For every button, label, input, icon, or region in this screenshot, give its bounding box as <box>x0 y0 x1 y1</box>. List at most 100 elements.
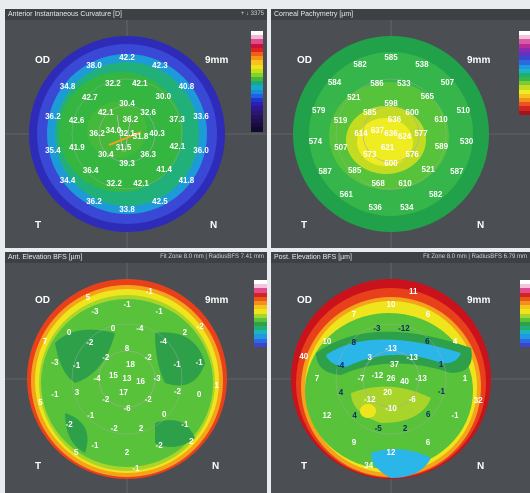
map-value: 636 <box>384 129 398 138</box>
map-value: 587 <box>318 167 332 176</box>
map-value: 519 <box>333 116 348 126</box>
map-value: 600 <box>384 159 398 168</box>
map-value: -1 <box>132 463 140 473</box>
nasal-label: N <box>212 461 220 472</box>
map-value: -2 <box>110 424 118 434</box>
map-value: 584 <box>327 78 342 88</box>
map-value: 10 <box>322 337 332 346</box>
map-value: 5 <box>85 292 91 302</box>
map-value: 42.1 <box>132 78 148 88</box>
map-value: 2 <box>402 424 408 434</box>
map-value: 4 <box>452 337 458 346</box>
map-value: 12 <box>322 411 332 420</box>
map-value: 36.4 <box>82 166 99 176</box>
map-value: -4 <box>159 336 167 346</box>
size-label: 9mm <box>467 295 491 306</box>
map-value: -7 <box>357 374 365 383</box>
panel-info: + ↓ 3375 <box>240 11 264 17</box>
map-value: 585 <box>363 107 377 117</box>
map-value: 36.2 <box>89 129 105 138</box>
eye-label: OD <box>297 55 312 66</box>
map-value: -1 <box>437 386 445 396</box>
map-value: 36.2 <box>45 112 61 122</box>
color-scale <box>251 31 263 132</box>
map-value: 9 <box>351 438 357 448</box>
map-value: 589 <box>434 141 449 151</box>
panel-title: Corneal Pachymetry [µm] <box>271 9 530 20</box>
map-value: 4 <box>338 388 344 398</box>
anterior-elevation-map <box>5 263 267 493</box>
nasal-label: N <box>210 220 218 231</box>
map-value: -1 <box>181 420 189 430</box>
color-scale <box>519 31 530 115</box>
pachymetry-map <box>271 20 530 248</box>
map-value: 600 <box>405 107 419 117</box>
nasal-label: N <box>477 220 485 231</box>
map-value: -2 <box>173 386 181 396</box>
panel-anterior-curvature[interactable]: Anterior Instantaneous Curvature [D] + ↓… <box>5 9 267 248</box>
map-value: 5 <box>74 448 79 458</box>
map-value: 6 <box>425 410 431 420</box>
map-value: 4 <box>352 411 357 421</box>
map-value: 15 <box>108 370 118 380</box>
map-value: 7 <box>314 374 320 383</box>
temporal-label: T <box>301 220 308 231</box>
map-value: 621 <box>380 142 395 152</box>
map-value: -6 <box>123 404 131 413</box>
panel-title: Post. Elevation BFS [µm] <box>271 252 530 263</box>
map-value: 13 <box>122 374 132 383</box>
map-value: 574 <box>308 136 323 146</box>
map-value: 8 <box>351 337 357 347</box>
map-value: 573 <box>363 150 377 160</box>
map-value: 42.6 <box>68 116 85 126</box>
map-value: 11 <box>409 286 418 296</box>
map-value: -1 <box>155 307 163 317</box>
map-value: -4 <box>136 323 144 333</box>
map-value: 568 <box>371 179 385 189</box>
map-value: 521 <box>347 92 361 102</box>
map-value: 538 <box>415 59 429 69</box>
map-value: -4 <box>93 374 101 383</box>
map-value: -1 <box>451 411 459 420</box>
map-value: 6 <box>425 336 430 346</box>
map-value: -2 <box>144 352 152 362</box>
map-value: 32 <box>473 396 483 406</box>
map-value: 33.8 <box>119 205 135 214</box>
map-value: -12 <box>364 395 376 405</box>
map-value: -3 <box>91 307 99 317</box>
map-value: 1 <box>438 359 444 369</box>
map-value: 582 <box>353 59 367 69</box>
map-value: 3 <box>367 352 372 362</box>
eye-label: OD <box>35 55 50 66</box>
eye-label: OD <box>297 295 312 306</box>
map-value: 42.1 <box>97 107 114 117</box>
map-value: 585 <box>384 53 398 62</box>
curvature-map <box>5 20 267 248</box>
map-value: 3 <box>74 388 80 398</box>
map-value: 41.4 <box>156 165 172 175</box>
map-value: 0 <box>66 327 72 337</box>
map-value: -1 <box>87 411 95 421</box>
map-value: 0 <box>161 410 167 420</box>
panel-posterior-elevation[interactable]: Post. Elevation BFS [µm] Fit Zone 8.0 mm… <box>271 252 530 493</box>
map-value: 42.7 <box>82 92 98 102</box>
map-value: 6 <box>425 309 431 319</box>
map-value: 42.5 <box>152 197 168 207</box>
map-value: -12 <box>398 323 410 333</box>
map-value: -2 <box>102 352 110 362</box>
map-value: 16 <box>136 377 146 387</box>
map-value: 7 <box>42 336 48 346</box>
size-label: 9mm <box>467 55 491 66</box>
map-value: 36.2 <box>122 115 139 125</box>
map-value: 34 <box>364 461 374 471</box>
map-value: -1 <box>51 390 59 400</box>
map-value: 2 <box>138 424 144 434</box>
panel-pachymetry[interactable]: Corneal Pachymetry [µm] OD 9mm T N 636 63… <box>271 9 530 248</box>
panel-anterior-elevation[interactable]: Ant. Elevation BFS [µm] Fit Zone 8.0 mm … <box>5 252 267 493</box>
size-label: 9mm <box>205 55 229 66</box>
map-value: 0 <box>196 390 202 400</box>
map-value: 2 <box>124 448 130 457</box>
map-value: -1 <box>73 361 81 371</box>
color-scale <box>520 280 530 347</box>
map-value: -1 <box>91 440 99 450</box>
